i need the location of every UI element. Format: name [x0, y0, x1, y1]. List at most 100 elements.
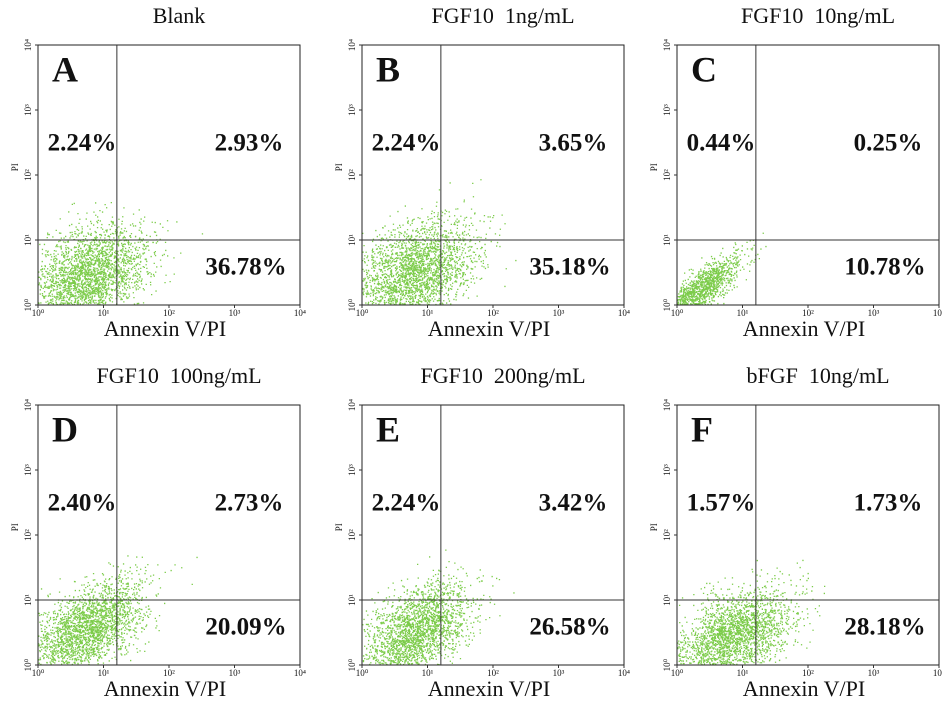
y-tick-label: 10³: [662, 464, 672, 476]
y-tick-label: 10²: [662, 529, 672, 541]
y-tick-label: 10³: [347, 104, 357, 116]
y-axis-label: PI: [334, 523, 344, 531]
x-tick-label: 10²: [802, 308, 814, 318]
y-tick-label: 10¹: [347, 594, 357, 606]
x-axis-label: Annexin V/PI: [428, 676, 550, 701]
x-axis-label: Annexin V/PI: [104, 316, 226, 341]
y-tick-label: 10³: [23, 464, 33, 476]
y-tick-label: 10³: [347, 464, 357, 476]
quadrant-percent: 2.24%: [372, 130, 441, 157]
event-cloud: [362, 549, 515, 666]
x-tick-label: 10³: [553, 668, 565, 678]
y-tick-label: 10³: [662, 104, 672, 116]
x-tick-label: 10³: [553, 308, 565, 318]
event-cloud: [362, 179, 517, 306]
panel-title: Blank: [153, 3, 206, 28]
quadrant-percent: 36.78%: [205, 254, 286, 281]
event-cloud: [677, 559, 826, 666]
quadrant-percent: 1.73%: [854, 490, 923, 517]
panel: FGF10 10ng/mL 10⁰ 10¹ 10² 10³ 10⁴ 10⁰ 10¹ 10² 10³…: [649, 3, 942, 341]
x-tick-label: 10²: [163, 668, 175, 678]
y-tick-label: 10⁴: [23, 39, 33, 51]
x-tick-label: 10¹: [422, 668, 434, 678]
x-tick-label: 10⁰: [356, 308, 369, 318]
x-axis-label: Annexin V/PI: [104, 676, 226, 701]
quadrant-percent: 26.58%: [529, 614, 610, 641]
y-tick-label: 10⁰: [347, 298, 357, 311]
x-tick-label: 10⁰: [32, 308, 45, 318]
quadrant-percent: 2.73%: [215, 490, 284, 517]
x-tick-label: 10¹: [737, 668, 749, 678]
y-tick-label: 10¹: [23, 234, 33, 246]
x-tick-label: 10¹: [737, 308, 749, 318]
y-tick-label: 10²: [347, 529, 357, 541]
panel: FGF10 200ng/mL 10⁰ 10¹ 10² 10³ 10⁴ 10⁰ 10¹ 10² 10…: [334, 363, 630, 701]
y-tick-label: 10⁴: [23, 399, 33, 411]
panel: FGF10 100ng/mL 10⁰ 10¹ 10² 10³ 10⁴ 10⁰ 10¹ 10² 10…: [10, 363, 306, 701]
y-axis-label: PI: [334, 163, 344, 171]
x-tick-label: 10²: [487, 308, 499, 318]
y-tick-label: 10¹: [23, 594, 33, 606]
y-tick-label: 10⁰: [662, 298, 672, 311]
panel-title: FGF10 100ng/mL: [96, 363, 261, 388]
panel-letter: B: [376, 49, 400, 89]
quadrant-percent: 28.18%: [844, 614, 925, 641]
y-axis-label: PI: [649, 163, 659, 171]
panel: FGF10 1ng/mL 10⁰ 10¹ 10² 10³ 10⁴ 10⁰ 10¹ 10² 10³ 1…: [334, 3, 630, 341]
y-tick-label: 10⁰: [23, 298, 33, 311]
quadrant-percent: 2.40%: [48, 490, 117, 517]
y-tick-label: 10¹: [662, 234, 672, 246]
y-tick-label: 10¹: [662, 594, 672, 606]
x-tick-label: 10¹: [98, 308, 110, 318]
x-axis-label: Annexin V/PI: [428, 316, 550, 341]
panel-letter: D: [52, 409, 78, 449]
y-tick-label: 10²: [662, 169, 672, 181]
panel: Blank 10⁰ 10¹ 10² 10³ 10⁴ 10⁰ 10¹ 10² 10³ 10⁴ PI Ann…: [10, 3, 306, 341]
y-tick-label: 10³: [23, 104, 33, 116]
x-tick-label: 10⁴: [294, 668, 306, 678]
x-tick-label: 10⁰: [671, 668, 684, 678]
x-tick-label: 10³: [229, 308, 241, 318]
panel-letter: F: [691, 409, 713, 449]
x-tick-label: 10³: [868, 668, 880, 678]
panel-title: FGF10 1ng/mL: [431, 3, 574, 28]
panel-letter: A: [52, 49, 78, 89]
x-tick-label: 10⁰: [32, 668, 45, 678]
x-tick-label: 10¹: [98, 668, 110, 678]
y-tick-label: 10⁰: [662, 658, 672, 671]
x-axis-label: Annexin V/PI: [743, 316, 865, 341]
quadrant-percent: 0.44%: [687, 130, 756, 157]
x-tick-label: 10¹: [422, 308, 434, 318]
y-tick-label: 10²: [23, 529, 33, 541]
panel-title: bFGF 10ng/mL: [746, 363, 889, 388]
y-tick-label: 10¹: [347, 234, 357, 246]
panel: bFGF 10ng/mL 10⁰ 10¹ 10² 10³ 10⁴ 10⁰ 10¹ 10² 10³ 1…: [649, 363, 942, 701]
quadrant-percent: 2.24%: [372, 490, 441, 517]
quadrant-percent: 35.18%: [529, 254, 610, 281]
x-tick-label: 10⁴: [294, 308, 306, 318]
x-tick-label: 10⁴: [933, 668, 942, 678]
x-axis-label: Annexin V/PI: [743, 676, 865, 701]
x-tick-label: 10²: [802, 668, 814, 678]
y-axis-label: PI: [649, 523, 659, 531]
quadrant-percent: 10.78%: [844, 254, 925, 281]
x-tick-label: 10⁴: [618, 308, 630, 318]
x-tick-label: 10⁰: [671, 308, 684, 318]
x-tick-label: 10²: [163, 308, 175, 318]
x-tick-label: 10⁴: [618, 668, 630, 678]
quadrant-percent: 0.25%: [854, 130, 923, 157]
y-tick-label: 10⁴: [662, 39, 672, 51]
x-tick-label: 10³: [229, 668, 241, 678]
event-cloud: [677, 232, 767, 306]
y-tick-label: 10²: [347, 169, 357, 181]
x-tick-label: 10⁰: [356, 668, 369, 678]
x-tick-label: 10³: [868, 308, 880, 318]
y-tick-label: 10⁰: [347, 658, 357, 671]
quadrant-percent: 3.42%: [539, 490, 608, 517]
quadrant-percent: 1.57%: [687, 490, 756, 517]
panel-letter: E: [376, 409, 400, 449]
quadrant-percent: 2.24%: [48, 130, 117, 157]
y-tick-label: 10²: [23, 169, 33, 181]
